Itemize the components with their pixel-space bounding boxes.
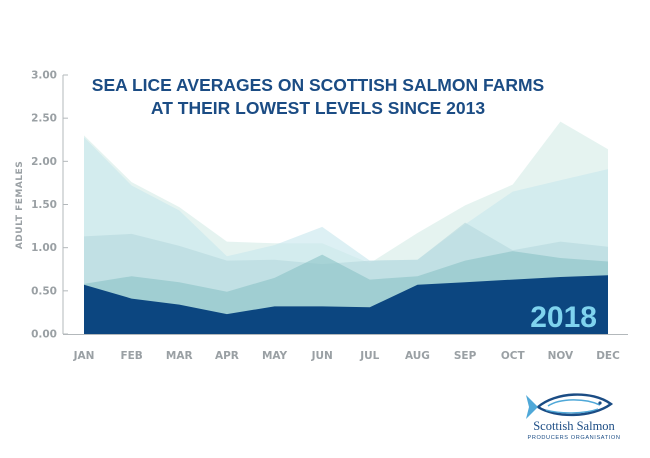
logo-name: Scottish Salmon: [533, 419, 615, 433]
x-tick-label: MAY: [262, 350, 288, 362]
fish-icon: [526, 393, 614, 419]
y-tick-label: 2.00: [31, 156, 57, 168]
x-tick-label: AUG: [405, 350, 430, 362]
x-axis: JAN FEB MAR APR MAY JUN JUL AUG SEP OCT NOV DEC: [73, 350, 620, 362]
x-tick-label: NOV: [548, 350, 574, 362]
scottish-salmon-logo: Scottish Salmon PRODUCERS ORGANISATION: [526, 393, 621, 441]
x-tick-label: DEC: [596, 350, 620, 362]
area-series-group: [84, 121, 608, 334]
x-tick-label: MAR: [166, 350, 193, 362]
highlight-year-label: 2018: [530, 301, 597, 334]
y-tick-label: 2.50: [31, 113, 57, 125]
y-tick-label: 0.50: [31, 285, 57, 297]
x-tick-label: APR: [215, 350, 239, 362]
area-series-5: [84, 275, 608, 334]
y-tick-label: 1.00: [31, 242, 57, 254]
x-tick-label: JAN: [73, 350, 95, 362]
y-tick-label: 0.00: [31, 329, 57, 341]
x-tick-label: OCT: [501, 350, 526, 362]
x-tick-label: JUN: [311, 350, 333, 362]
x-tick-label: JUL: [359, 350, 379, 362]
y-axis: 0.00 0.50 1.00 1.50 2.00 2.50 3.00: [31, 70, 628, 341]
x-tick-label: FEB: [120, 350, 142, 362]
y-tick-label: 3.00: [31, 70, 57, 82]
y-axis-label: ADULT FEMALES: [15, 161, 25, 249]
y-tick-label: 1.50: [31, 199, 57, 211]
chart-title-line-1: SEA LICE AVERAGES ON SCOTTISH SALMON FAR…: [92, 75, 544, 95]
chart-title-line-2: AT THEIR LOWEST LEVELS SINCE 2013: [151, 98, 485, 118]
x-tick-label: SEP: [454, 350, 477, 362]
logo-subtitle: PRODUCERS ORGANISATION: [528, 435, 621, 441]
